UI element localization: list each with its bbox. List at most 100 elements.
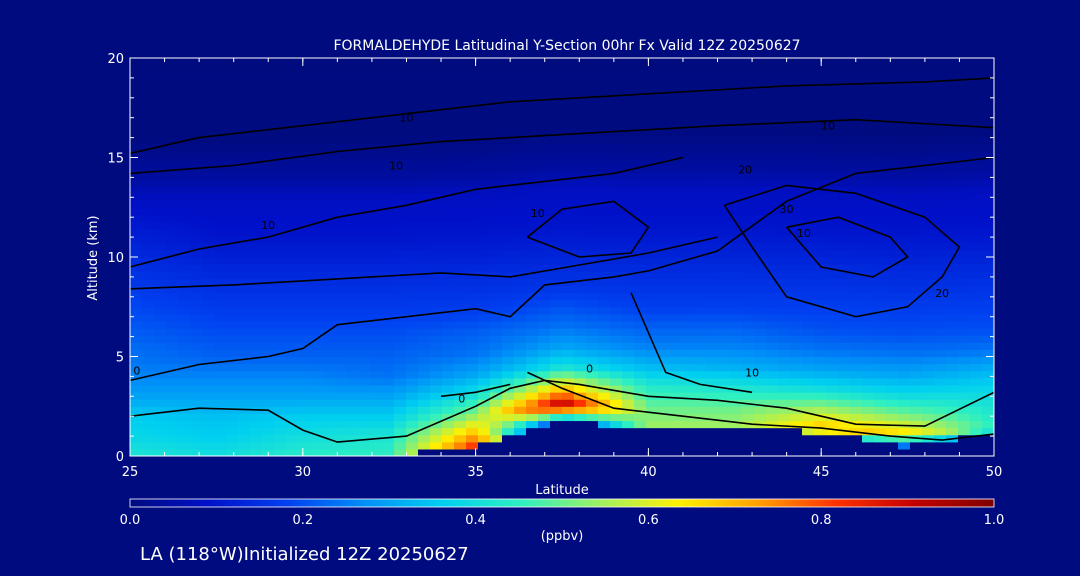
heatmap-cell bbox=[418, 114, 431, 123]
heatmap-cell bbox=[322, 185, 335, 194]
heatmap-cell bbox=[982, 72, 994, 80]
heatmap-cell bbox=[838, 278, 851, 287]
heatmap-cell bbox=[298, 264, 311, 272]
heatmap-cell bbox=[670, 427, 683, 436]
heatmap-cell bbox=[202, 129, 215, 137]
heatmap-cell bbox=[874, 58, 887, 66]
heatmap-cell bbox=[514, 249, 527, 258]
heatmap-cell bbox=[238, 370, 251, 379]
heatmap-cell bbox=[322, 178, 335, 187]
heatmap-cell bbox=[730, 93, 743, 102]
heatmap-cell bbox=[946, 143, 959, 151]
heatmap-cell bbox=[178, 278, 191, 287]
heatmap-cell bbox=[274, 306, 287, 315]
heatmap-cell bbox=[658, 349, 671, 358]
heatmap-cell bbox=[634, 377, 647, 386]
heatmap-cell bbox=[682, 235, 695, 244]
heatmap-cell bbox=[982, 200, 994, 208]
heatmap-cell bbox=[982, 399, 994, 407]
heatmap-cell bbox=[658, 79, 671, 88]
heatmap-cell bbox=[538, 299, 551, 308]
heatmap-cell bbox=[802, 157, 815, 166]
heatmap-cell bbox=[238, 143, 251, 151]
heatmap-cell bbox=[862, 242, 875, 251]
heatmap-cell bbox=[730, 136, 743, 144]
heatmap-cell bbox=[406, 413, 419, 422]
heatmap-cell bbox=[346, 306, 359, 315]
heatmap-cell bbox=[622, 384, 635, 393]
heatmap-cell bbox=[802, 58, 815, 66]
heatmap-cell bbox=[394, 235, 407, 244]
heatmap-cell bbox=[658, 257, 671, 265]
heatmap-cell bbox=[742, 143, 755, 151]
heatmap-cell bbox=[886, 171, 899, 180]
heatmap-cell bbox=[946, 292, 959, 301]
heatmap-cell bbox=[166, 214, 179, 223]
heatmap-cell bbox=[478, 93, 491, 102]
heatmap-cell bbox=[178, 306, 191, 315]
heatmap-cell bbox=[670, 399, 683, 407]
heatmap-cell bbox=[478, 242, 491, 251]
heatmap-cell bbox=[910, 136, 923, 144]
heatmap-cell bbox=[898, 193, 911, 201]
heatmap-cell bbox=[382, 427, 395, 436]
heatmap-cell bbox=[886, 271, 899, 279]
heatmap-cell bbox=[502, 448, 515, 456]
heatmap-cell bbox=[454, 377, 467, 386]
heatmap-cell bbox=[346, 58, 359, 66]
heatmap-cell bbox=[358, 228, 371, 237]
heatmap-cell bbox=[202, 221, 215, 230]
heatmap-cell bbox=[178, 335, 191, 343]
heatmap-cell bbox=[490, 214, 503, 223]
heatmap-cell bbox=[190, 121, 203, 130]
heatmap-cell bbox=[322, 228, 335, 237]
contour-label: 10 bbox=[745, 366, 759, 379]
heatmap-cell bbox=[682, 58, 695, 66]
heatmap-cell bbox=[862, 114, 875, 123]
heatmap-cell bbox=[706, 164, 719, 173]
heatmap-cell bbox=[346, 299, 359, 308]
heatmap-cell bbox=[754, 164, 767, 173]
heatmap-cell bbox=[634, 363, 647, 372]
heatmap-cell bbox=[166, 257, 179, 265]
heatmap-cell bbox=[694, 214, 707, 223]
heatmap-cell bbox=[490, 271, 503, 279]
heatmap-cell bbox=[634, 65, 647, 73]
heatmap-cell bbox=[418, 79, 431, 88]
heatmap-cell bbox=[346, 448, 359, 456]
heatmap-cell bbox=[634, 100, 647, 109]
heatmap-cell bbox=[298, 399, 311, 407]
heatmap-cell bbox=[634, 72, 647, 80]
heatmap-cell bbox=[838, 342, 851, 350]
heatmap-cell bbox=[322, 271, 335, 279]
heatmap-cell bbox=[550, 214, 563, 223]
heatmap-cell bbox=[850, 313, 863, 322]
heatmap-cell bbox=[418, 271, 431, 279]
heatmap-cell bbox=[202, 313, 215, 322]
heatmap-cell bbox=[850, 171, 863, 180]
heatmap-cell bbox=[406, 441, 419, 450]
heatmap-cell bbox=[526, 320, 539, 329]
heatmap-cell bbox=[826, 157, 839, 166]
heatmap-cell bbox=[406, 93, 419, 102]
heatmap-cell bbox=[838, 171, 851, 180]
heatmap-cell bbox=[166, 65, 179, 73]
heatmap-cell bbox=[430, 214, 443, 223]
heatmap-cell bbox=[838, 392, 851, 400]
heatmap-cell bbox=[322, 306, 335, 315]
heatmap-cell bbox=[958, 349, 971, 358]
heatmap-cell bbox=[262, 285, 275, 294]
heatmap-cell bbox=[586, 349, 599, 358]
heatmap-cell bbox=[838, 335, 851, 343]
heatmap-cell bbox=[850, 257, 863, 265]
heatmap-cell bbox=[802, 100, 815, 109]
heatmap-cell bbox=[970, 413, 983, 422]
heatmap-cell bbox=[586, 249, 599, 258]
heatmap-cell bbox=[658, 93, 671, 102]
heatmap-cell bbox=[346, 129, 359, 137]
heatmap-cell bbox=[646, 320, 659, 329]
heatmap-cell bbox=[418, 384, 431, 393]
heatmap-cell bbox=[346, 207, 359, 215]
heatmap-cell bbox=[418, 164, 431, 173]
heatmap-cell bbox=[430, 107, 443, 116]
